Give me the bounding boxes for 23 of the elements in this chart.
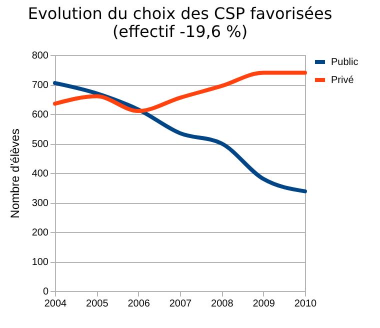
y-tick-label: 800 <box>32 50 49 62</box>
y-tick-label: 100 <box>32 257 49 268</box>
text: Evolution du choix des CSP favorisées <box>28 4 332 23</box>
y-axis-title: Nombre d'élèves <box>8 128 22 218</box>
legend-label: Privé <box>331 75 354 86</box>
line-series <box>53 70 307 114</box>
y-tick-label: 400 <box>32 168 49 180</box>
x-tick-label: 2004 <box>44 298 68 310</box>
x-tick-label: 2010 <box>294 298 318 310</box>
y-tick-label: 700 <box>32 80 49 91</box>
legend-label: Public <box>331 57 358 68</box>
text: (effectif -19,6 %) <box>112 22 248 41</box>
y-tick-label: 0 <box>42 286 49 298</box>
x-tick-label: 2008 <box>211 298 234 310</box>
y-tick-label: 600 <box>32 110 49 120</box>
y-tick-label: 300 <box>32 198 49 209</box>
x-tick-label: 2005 <box>86 298 109 310</box>
line-series <box>53 81 307 194</box>
x-tick-label: 2007 <box>169 298 192 310</box>
y-tick-label: 200 <box>32 228 49 238</box>
x-tick-label: 2006 <box>128 298 150 310</box>
y-tick-label: 500 <box>32 139 49 150</box>
x-tick-label: 2009 <box>252 298 276 310</box>
